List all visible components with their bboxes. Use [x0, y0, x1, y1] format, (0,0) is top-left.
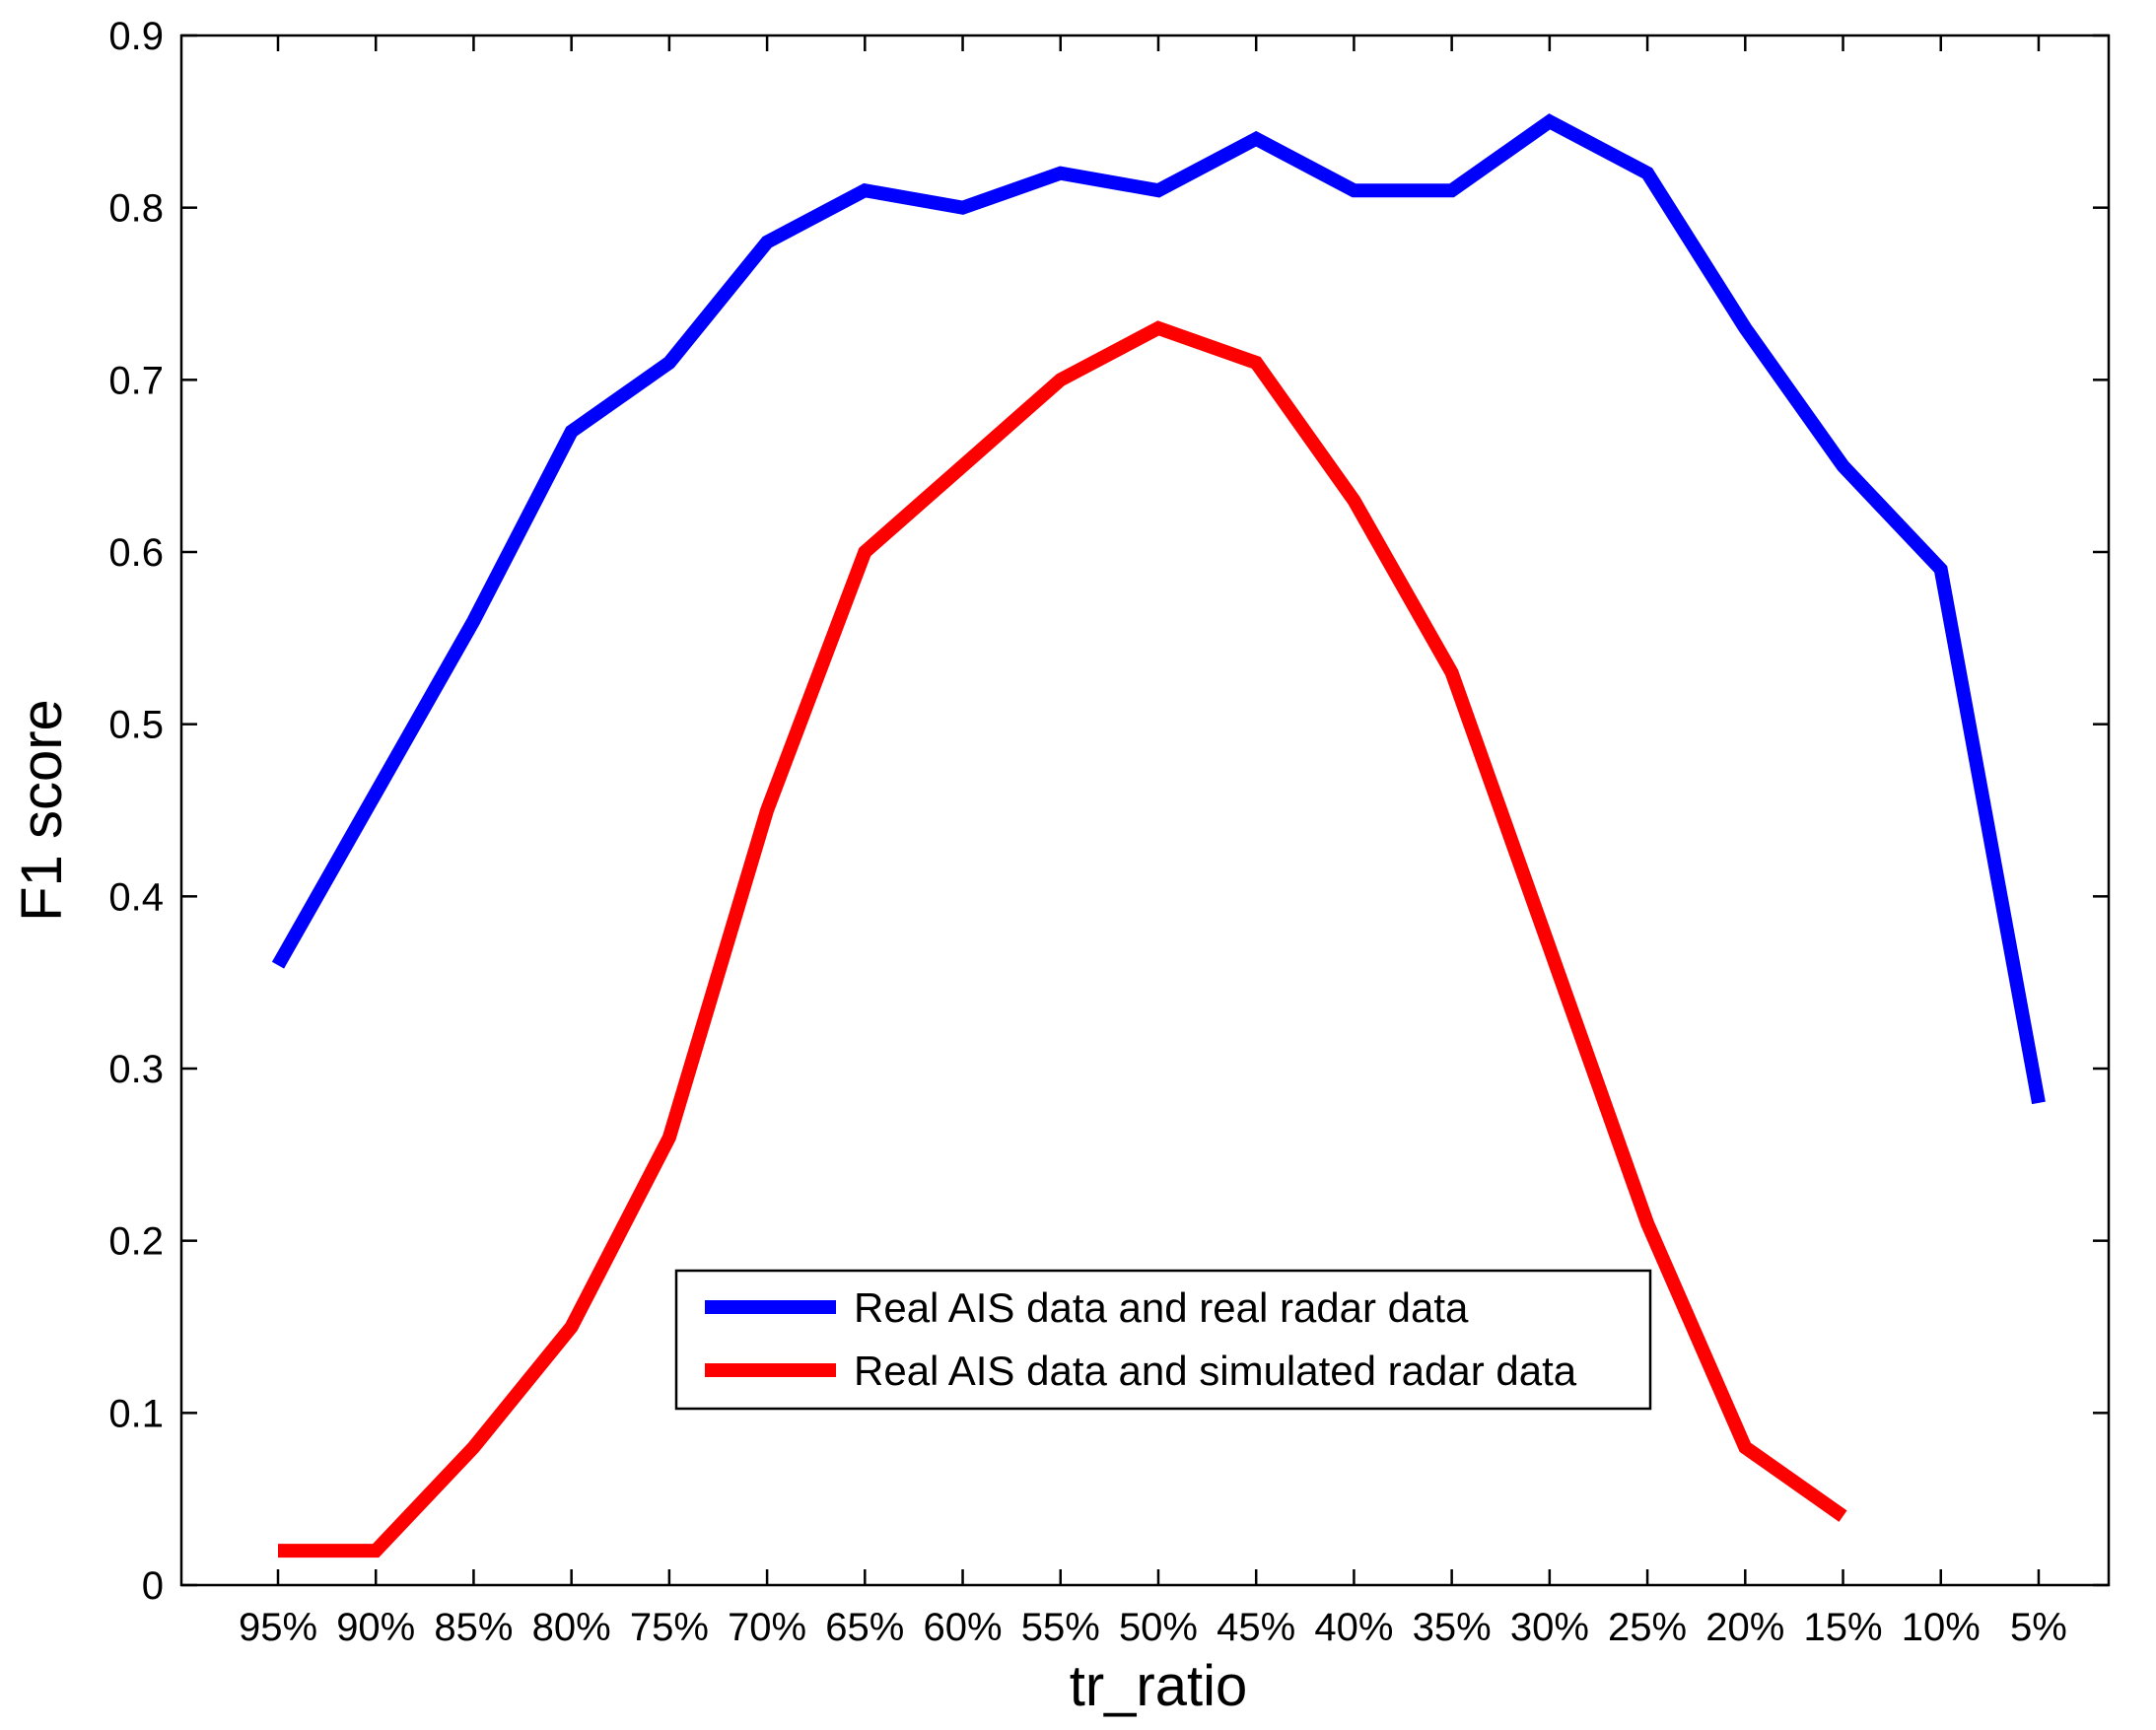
y-tick-label: 0.3 — [108, 1048, 164, 1091]
y-tick-label: 0 — [142, 1564, 164, 1608]
x-tick-label: 25% — [1608, 1606, 1687, 1649]
x-tick-label: 65% — [825, 1606, 904, 1649]
y-axis-title: F1 score — [10, 699, 74, 922]
series-lines — [271, 113, 2046, 1558]
x-tick-label: 90% — [336, 1606, 415, 1649]
y-tick-label: 0.9 — [108, 15, 164, 58]
x-tick-label: 30% — [1510, 1606, 1589, 1649]
x-tick-label: 70% — [728, 1606, 806, 1649]
legend-box — [674, 1269, 1652, 1411]
x-tick-label: 35% — [1413, 1606, 1492, 1649]
x-tick-label: 20% — [1705, 1606, 1784, 1649]
x-tick-label: 80% — [532, 1606, 611, 1649]
y-tick-label: 0.1 — [108, 1392, 164, 1435]
y-tick-label: 0.4 — [108, 875, 164, 919]
x-tick-label: 60% — [924, 1606, 1003, 1649]
series-line-2 — [278, 320, 1847, 1558]
y-tick-label: 0.7 — [108, 359, 164, 402]
y-tick-label: 0.6 — [108, 531, 164, 575]
y-tick-label: 0.2 — [108, 1220, 164, 1264]
x-axis-ticks: 95% 90% 85% 80% 75% 70% 65% 60% 55% 50% 45% 40% 35% 3… — [239, 35, 2067, 1649]
legend-label-series-1: Real AIS data and real radar data — [854, 1284, 1469, 1331]
y-tick-label: 0.8 — [108, 187, 164, 231]
x-tick-label: 75% — [630, 1606, 709, 1649]
x-tick-label: 55% — [1021, 1606, 1100, 1649]
series-line-1 — [271, 113, 2046, 1105]
x-tick-label: 45% — [1217, 1606, 1295, 1649]
x-tick-label: 85% — [434, 1606, 513, 1649]
x-tick-label: 40% — [1314, 1606, 1393, 1649]
x-tick-label: 95% — [239, 1606, 317, 1649]
x-tick-label: 15% — [1803, 1606, 1882, 1649]
x-tick-label: 5% — [2010, 1606, 2067, 1649]
x-tick-label: 10% — [1902, 1606, 1981, 1649]
legend-label-series-2: Real AIS data and simulated radar data — [854, 1348, 1577, 1394]
y-axis-ticks: 0 0.1 0.2 0.3 0.4 0.5 0.6 0.7 0.8 0.9 — [108, 15, 2109, 1608]
y-tick-label: 0.5 — [108, 704, 164, 747]
x-tick-label: 50% — [1119, 1606, 1198, 1649]
legend: Real AIS data and real radar data Real A… — [674, 1269, 1652, 1411]
x-axis-title: tr_ratio — [1070, 1654, 1248, 1718]
